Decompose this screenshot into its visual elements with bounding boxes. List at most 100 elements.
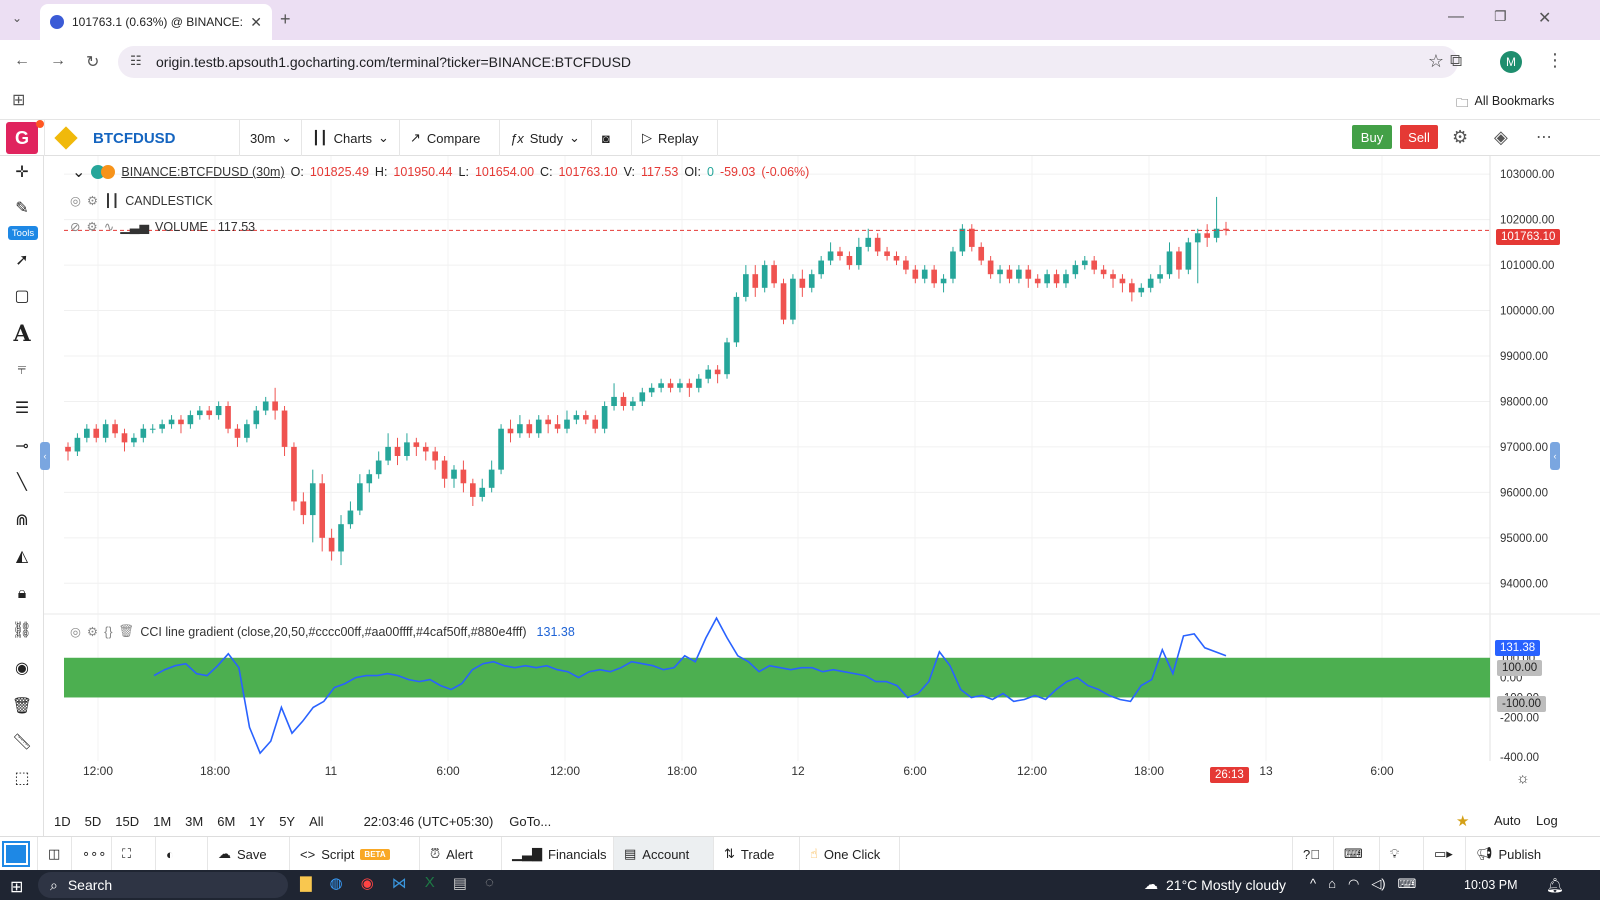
range-all[interactable]: All bbox=[309, 813, 324, 829]
symbol-search[interactable]: BTCFDUSD bbox=[44, 120, 240, 156]
horizontal-line-icon[interactable]: ⊸ bbox=[15, 438, 29, 455]
url-field[interactable]: ☷ origin.testb.apsouth1.gocharting.com/t… bbox=[118, 46, 1458, 78]
range-15d[interactable]: 15D bbox=[115, 813, 140, 829]
file-explorer-icon[interactable]: ▇ bbox=[300, 875, 312, 892]
taskbar-search[interactable]: ⌕ Search bbox=[38, 872, 288, 898]
right-panel-toggle[interactable]: ‹ bbox=[1550, 442, 1560, 470]
new-tab-icon[interactable]: + bbox=[280, 9, 291, 29]
collapse-chevron-icon[interactable]: ⌄ bbox=[72, 164, 86, 181]
visibility-eye-icon[interactable]: ◎ bbox=[70, 194, 81, 208]
weather-widget[interactable]: ☁ 21°C Mostly cloudy bbox=[1144, 876, 1286, 893]
bookmark-star-icon[interactable]: ☆ bbox=[1427, 51, 1444, 71]
settings-gear-icon[interactable]: ⚙ bbox=[86, 220, 98, 234]
apps-grid-icon[interactable]: ⊞ bbox=[12, 92, 26, 109]
interval-selector[interactable]: 30m ⌄ bbox=[240, 120, 302, 156]
screenshot-tool-icon[interactable]: ⬚ bbox=[14, 770, 30, 787]
minimize-icon[interactable]: — bbox=[1448, 8, 1464, 25]
cursor-arrow-icon[interactable]: ➚ bbox=[15, 252, 29, 269]
account-button[interactable]: ▤ Account bbox=[614, 837, 714, 871]
eye-icon[interactable]: ◉ bbox=[15, 660, 29, 677]
range-1d[interactable]: 1D bbox=[54, 813, 71, 829]
range-1m[interactable]: 1M bbox=[153, 813, 172, 829]
profile-avatar[interactable]: M bbox=[1500, 51, 1522, 73]
wifi-icon[interactable]: ◠ bbox=[1347, 876, 1360, 891]
layers-icon[interactable]: ◈ bbox=[1494, 127, 1508, 147]
crosshair-icon[interactable]: ✛ bbox=[15, 164, 29, 181]
left-panel-toggle[interactable]: ‹ bbox=[40, 442, 50, 470]
magnet-icon[interactable]: ⋒ bbox=[15, 512, 29, 529]
excel-icon[interactable]: X bbox=[424, 874, 435, 891]
theme-button[interactable]: ◐ bbox=[156, 837, 208, 871]
compare-button[interactable]: ↗ Compare bbox=[400, 120, 500, 156]
notepad-icon[interactable]: ▤ bbox=[452, 875, 467, 892]
range-5y[interactable]: 5Y bbox=[279, 813, 296, 829]
replay-button[interactable]: ▷ Replay bbox=[632, 120, 718, 156]
keyboard-button[interactable]: ⌨ bbox=[1334, 837, 1380, 871]
settings-gear-icon[interactable]: ⚙ bbox=[1452, 127, 1469, 147]
legend-title[interactable]: BINANCE:BTCFDUSD (30m) bbox=[121, 165, 285, 179]
range-1y[interactable]: 1Y bbox=[249, 813, 266, 829]
alert-button[interactable]: ⏰︎ Alert bbox=[420, 837, 502, 871]
maximize-icon[interactable]: ❐ bbox=[1494, 8, 1507, 24]
app-icon[interactable]: ◌ bbox=[484, 874, 494, 891]
network-icon[interactable]: ⌂ bbox=[1328, 876, 1336, 891]
link-icon[interactable]: ⛓ bbox=[11, 622, 33, 639]
ruler-icon[interactable]: 📏︎ bbox=[11, 734, 33, 751]
help-button[interactable]: ?⃝ bbox=[1292, 837, 1334, 871]
speaker-icon[interactable]: ◁) bbox=[1371, 876, 1386, 891]
notification-bell-icon[interactable]: 🔔︎ bbox=[1546, 877, 1564, 893]
lock-icon[interactable]: 🔒︎ bbox=[17, 585, 27, 602]
tab-list-chevron-icon[interactable]: ⌄ bbox=[12, 11, 23, 25]
log-scale-toggle[interactable]: Log bbox=[1536, 813, 1558, 828]
layout-single-button[interactable] bbox=[0, 837, 38, 871]
window-close-icon[interactable]: ✕ bbox=[1538, 10, 1552, 27]
save-button[interactable]: ☁ Save bbox=[208, 837, 290, 871]
settings-gear-icon[interactable]: ⚙ bbox=[86, 194, 99, 208]
range-3m[interactable]: 3M bbox=[185, 813, 204, 829]
video-button[interactable]: ▭▸ bbox=[1424, 837, 1466, 871]
tab-close-icon[interactable]: ✕ bbox=[250, 13, 262, 30]
chrome-icon[interactable]: ◉ bbox=[360, 875, 374, 892]
fullscreen-button[interactable]: ⛶ bbox=[112, 837, 156, 871]
chart-area[interactable]: 103000.00 102000.00 101000.00 100000.00 9900… bbox=[40, 156, 1600, 806]
hidden-eye-icon[interactable]: ⊘ bbox=[70, 220, 81, 234]
chevron-up-icon[interactable]: ^ bbox=[1310, 876, 1317, 891]
trend-line-icon[interactable]: ╲ bbox=[17, 474, 27, 491]
measure-icon[interactable]: ◭ bbox=[15, 548, 29, 565]
text-tool-icon[interactable]: A bbox=[13, 321, 31, 347]
visibility-eye-icon[interactable]: ◎ bbox=[70, 625, 81, 639]
trash-icon[interactable]: 🗑︎ bbox=[11, 698, 33, 715]
ideas-button[interactable]: 💡︎ bbox=[1380, 837, 1424, 871]
script-button[interactable]: <> Script BETA bbox=[290, 837, 420, 871]
back-icon[interactable]: ← bbox=[14, 52, 30, 69]
reload-icon[interactable]: ↻ bbox=[86, 54, 100, 71]
publish-button[interactable]: 📢︎ Publish bbox=[1466, 837, 1600, 871]
one-click-button[interactable]: ☝︎ One Click bbox=[800, 837, 900, 871]
financials-button[interactable]: ▁▃▇ Financials bbox=[502, 837, 614, 871]
code-braces-icon[interactable]: {} bbox=[104, 624, 113, 639]
brush-icon[interactable]: ✎ bbox=[15, 200, 29, 217]
vscode-icon[interactable]: ⋈ bbox=[391, 875, 407, 892]
charts-menu[interactable]: ┃┃ Charts ⌄ bbox=[302, 120, 400, 156]
app-logo[interactable]: G bbox=[6, 122, 38, 154]
chart-svg[interactable]: 103000.00 102000.00 101000.00 100000.00 9900… bbox=[44, 156, 1600, 806]
trash-icon[interactable]: 🗑︎ bbox=[118, 624, 135, 638]
browser-menu-icon[interactable]: ⋮ bbox=[1546, 50, 1564, 70]
more-options-icon[interactable]: ⋯ bbox=[1536, 129, 1552, 146]
settings-gear-icon[interactable]: ⚙ bbox=[86, 625, 99, 639]
keyboard-icon[interactable]: ⌨ bbox=[1397, 876, 1417, 891]
lines-icon[interactable]: ☰ bbox=[14, 400, 30, 417]
extensions-icon[interactable]: ⧉ bbox=[1450, 51, 1463, 70]
range-5d[interactable]: 5D bbox=[84, 813, 102, 829]
forward-icon[interactable]: → bbox=[50, 52, 66, 69]
edge-icon[interactable]: ◍ bbox=[329, 875, 343, 892]
fib-icon[interactable]: ⫧ bbox=[17, 361, 27, 378]
buy-button[interactable]: Buy bbox=[1352, 125, 1392, 149]
more-layouts-button[interactable]: ∘∘∘ bbox=[72, 837, 112, 871]
goto-button[interactable]: GoTo... bbox=[509, 813, 552, 829]
auto-scale-toggle[interactable]: Auto bbox=[1494, 813, 1521, 828]
study-menu[interactable]: ƒx Study ⌄ bbox=[500, 120, 592, 156]
all-bookmarks-button[interactable]: 🗀 All Bookmarks bbox=[1456, 94, 1554, 115]
favorite-star-icon[interactable]: ★ bbox=[1456, 813, 1470, 830]
trade-button[interactable]: ⇅ Trade bbox=[714, 837, 800, 871]
